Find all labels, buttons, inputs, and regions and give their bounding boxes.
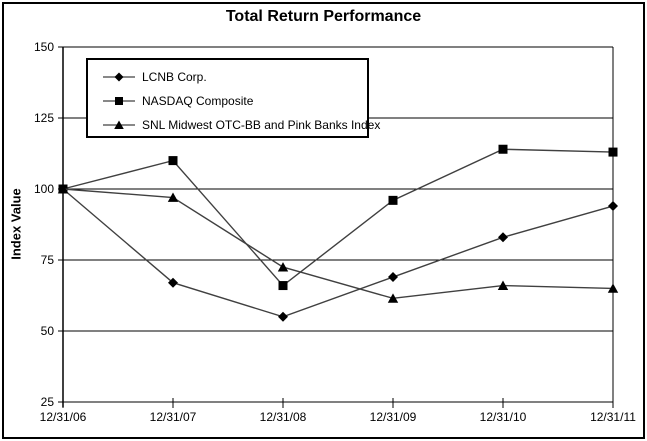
diamond-marker-icon: [278, 311, 288, 322]
square-marker-icon: [608, 147, 618, 157]
triangle-marker-icon: [103, 120, 135, 129]
x-tick-label: 12/31/06: [40, 410, 87, 424]
y-axis-title: Index Value: [8, 188, 24, 260]
y-tick-label: 100: [34, 182, 54, 196]
x-tick-label: 12/31/10: [480, 410, 527, 424]
legend-item-snl: SNL Midwest OTC-BB and Pink Banks Index: [102, 113, 380, 137]
diamond-marker-icon: [608, 201, 618, 212]
legend-label: LCNB Corp.: [142, 70, 207, 84]
square-marker-icon: [278, 281, 288, 291]
legend-item-nasdaq: NASDAQ Composite: [102, 89, 367, 113]
triangle-marker-icon: [57, 184, 69, 194]
triangle-marker-icon: [277, 262, 289, 272]
legend-label: SNL Midwest OTC-BB and Pink Banks Index: [142, 118, 381, 132]
series-line: [62, 188, 614, 300]
square-marker-icon: [103, 97, 135, 105]
triangle-marker-icon: [497, 280, 509, 290]
triangle-marker-icon: [167, 192, 179, 202]
series-line: [62, 148, 614, 287]
chart-title: Total Return Performance: [225, 8, 422, 25]
triangle-marker-icon: [387, 293, 399, 303]
x-tick-label: 12/31/11: [590, 410, 636, 424]
x-tick-label: 12/31/09: [370, 410, 417, 424]
legend: LCNB Corp. NASDAQ Composite SNL Midwest …: [86, 58, 380, 138]
triangle-marker-icon: [607, 283, 619, 293]
legend-label: NASDAQ Composite: [142, 94, 254, 108]
y-tick-label: 25: [41, 395, 55, 409]
y-tick-label: 50: [41, 324, 55, 338]
diamond-marker-icon: [168, 277, 178, 288]
y-tick-label: 125: [34, 111, 54, 125]
series-line: [62, 188, 614, 318]
diamond-marker-icon: [103, 72, 135, 82]
diamond-marker-icon: [498, 232, 508, 243]
y-tick-label: 150: [34, 40, 54, 54]
y-tick-label: 75: [41, 253, 55, 267]
square-marker-icon: [498, 144, 508, 154]
square-marker-icon: [388, 195, 398, 205]
x-tick-label: 12/31/07: [150, 410, 197, 424]
legend-item-lcnb: LCNB Corp.: [102, 65, 367, 89]
square-marker-icon: [168, 156, 178, 166]
x-tick-label: 12/31/08: [260, 410, 307, 424]
diamond-marker-icon: [388, 272, 398, 283]
